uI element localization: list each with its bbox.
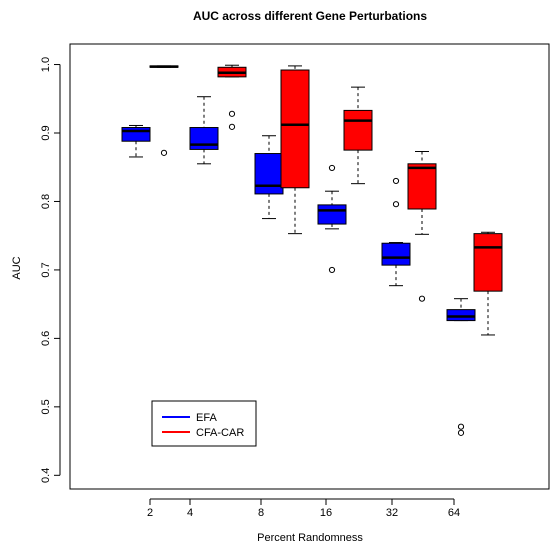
box-cfa-car-8 bbox=[280, 65, 310, 235]
outlier-point bbox=[457, 423, 465, 430]
y-tick-label: 0.6 bbox=[40, 331, 52, 346]
legend-label-cfa-car: CFA-CAR bbox=[196, 427, 244, 439]
y-tick-label: 0.4 bbox=[40, 468, 52, 483]
outlier-point bbox=[228, 110, 236, 117]
box-body bbox=[121, 127, 151, 142]
chart-title: AUC across different Gene Perturbations bbox=[193, 9, 427, 23]
box-efa-8 bbox=[254, 135, 284, 220]
y-axis: 0.4 0.5 0.6 0.7 0.8 0.9 1.0 bbox=[40, 57, 61, 483]
outlier-point bbox=[228, 123, 236, 130]
box-body bbox=[381, 242, 411, 266]
outlier-point bbox=[392, 177, 400, 185]
y-tick-label: 1.0 bbox=[40, 57, 52, 72]
box-cfa-car-2 bbox=[149, 65, 179, 156]
x-tick-label: 8 bbox=[258, 507, 264, 519]
y-tick-label: 0.8 bbox=[40, 194, 52, 209]
x-tick-label: 4 bbox=[187, 507, 193, 519]
box-efa-32 bbox=[381, 177, 411, 287]
box-body bbox=[189, 127, 219, 150]
box-cfa-car-16 bbox=[343, 86, 373, 185]
box-cfa-car-4 bbox=[217, 64, 247, 130]
box-body bbox=[446, 309, 476, 322]
x-tick-label: 2 bbox=[147, 507, 153, 519]
box-cfa-car-64 bbox=[473, 231, 503, 336]
box-body bbox=[280, 69, 310, 189]
outlier-point bbox=[392, 201, 400, 208]
x-tick-label: 32 bbox=[386, 507, 398, 519]
plot-frame bbox=[69, 43, 550, 490]
x-axis-label: Percent Randomness bbox=[257, 532, 363, 544]
box-body bbox=[317, 204, 347, 225]
box-cfa-car-32 bbox=[407, 150, 437, 302]
outlier-point bbox=[418, 295, 426, 302]
legend-label-efa: EFA bbox=[196, 412, 217, 424]
box-efa-64 bbox=[446, 298, 476, 436]
legend: EFA CFA-CAR bbox=[151, 400, 257, 447]
box-body bbox=[473, 233, 503, 292]
box-body bbox=[343, 109, 373, 151]
outlier-point bbox=[160, 149, 168, 156]
outlier-point bbox=[457, 429, 465, 436]
box-body bbox=[254, 153, 284, 195]
y-tick-label: 0.7 bbox=[40, 262, 52, 277]
box-group bbox=[121, 64, 503, 436]
x-axis: 2 4 8 16 32 64 bbox=[147, 498, 460, 519]
y-tick-label: 0.5 bbox=[40, 399, 52, 414]
y-tick-label: 0.9 bbox=[40, 125, 52, 140]
y-axis-label: AUC bbox=[11, 256, 23, 279]
outlier-point bbox=[328, 266, 336, 274]
box-efa-2 bbox=[121, 124, 151, 158]
x-tick-label: 64 bbox=[448, 507, 460, 519]
box-efa-16 bbox=[317, 164, 347, 274]
box-efa-4 bbox=[189, 96, 219, 165]
outlier-point bbox=[328, 164, 336, 172]
x-tick-label: 16 bbox=[320, 507, 332, 519]
legend-box bbox=[151, 400, 257, 447]
box-body bbox=[407, 163, 437, 210]
